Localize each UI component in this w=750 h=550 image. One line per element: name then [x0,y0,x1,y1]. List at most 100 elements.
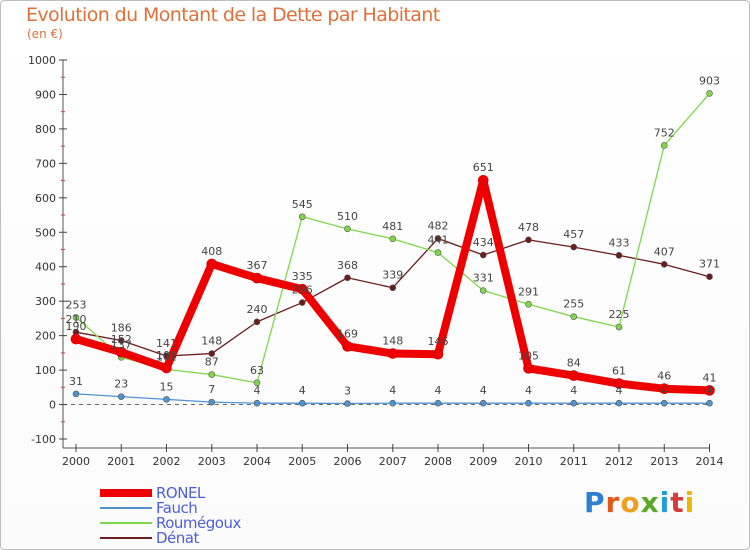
data-label-denat: 186 [111,321,132,334]
data-point-roumegoux [434,249,442,256]
data-point-ronel [432,348,444,360]
data-point-fauch [208,398,216,406]
logo-letter: o [620,486,641,519]
data-label-denat: 434 [473,236,494,249]
data-point-ronel [387,348,399,359]
y-tick-label: 1000 [28,54,56,67]
data-point-ronel [613,378,625,389]
data-label-roumegoux: 137 [111,338,132,351]
data-point-fauch [389,399,397,407]
data-point-denat [208,350,216,357]
data-label-fauch: 4 [389,384,396,397]
data-label-denat: 457 [563,228,584,241]
data-label-ronel: 335 [292,270,313,283]
y-tick-label: 500 [35,226,56,239]
data-label-roumegoux: 331 [473,272,494,285]
x-tick-label: 2012 [605,455,633,468]
legend-label-fauch: Fauch [156,499,198,517]
data-point-ronel [115,346,127,358]
data-point-denat [570,243,578,251]
data-label-ronel: 84 [567,357,581,370]
legend-swatch-roumegoux [100,522,152,524]
y-tick-label: 900 [35,88,56,101]
data-point-denat [298,299,306,306]
x-tick-label: 2013 [650,455,678,468]
x-tick-label: 2009 [469,455,497,468]
data-point-roumegoux [525,300,532,308]
data-label-fauch: 3 [344,385,351,398]
legend-label-denat: Dénat [156,529,199,547]
data-label-ronel: 41 [703,371,717,384]
data-point-ronel [206,258,218,270]
x-tick-label: 2002 [153,455,181,468]
data-point-fauch [163,396,170,403]
data-point-denat [117,337,125,344]
x-tick-label: 2006 [334,455,362,468]
x-tick-label: 2010 [515,455,543,468]
data-point-denat [389,284,397,292]
data-label-denat: 482 [428,219,449,232]
legend-swatch-fauch [100,507,152,509]
data-point-ronel [477,174,489,186]
data-label-fauch: 4 [570,384,577,397]
data-label-denat: 210 [66,313,87,326]
data-point-fauch [660,399,668,407]
logo-letter: i [684,486,696,519]
data-label-ronel: 408 [201,245,222,258]
data-point-ronel [161,362,172,374]
data-point-roumegoux [298,213,306,221]
data-label-roumegoux: 253 [66,298,87,311]
data-label-fauch: 4 [661,384,668,397]
data-point-ronel [523,363,534,374]
data-point-ronel [658,383,670,394]
x-tick-label: 2014 [696,455,724,468]
x-tick-label: 2003 [198,455,226,468]
y-tick-label: 200 [35,330,56,343]
data-label-fauch: 4 [525,384,532,397]
data-label-ronel: 152 [111,333,132,346]
data-point-fauch [298,399,306,407]
data-label-ronel: 169 [337,327,358,340]
data-point-fauch [525,399,532,407]
data-label-ronel: 61 [612,365,626,378]
data-point-ronel [70,333,82,345]
data-label-denat: 240 [247,303,268,316]
data-point-fauch [434,399,442,407]
data-label-denat: 339 [382,269,403,282]
data-label-roumegoux: 87 [205,356,219,369]
logo-letter: P [584,486,606,519]
data-point-ronel [704,385,715,396]
data-point-denat [479,251,487,259]
x-tick-label: 2008 [424,455,452,468]
data-label-denat: 296 [292,284,313,297]
data-label-ronel: 146 [428,335,449,348]
data-point-denat [434,235,442,242]
data-label-roumegoux: 510 [337,210,358,223]
logo-letter: r [605,486,621,519]
data-label-denat: 141 [156,337,177,350]
y-tick-label: 300 [35,295,56,308]
data-label-fauch: 4 [616,384,623,397]
data-label-roumegoux: 481 [382,220,403,233]
data-point-denat [706,273,713,281]
x-tick-label: 2004 [243,455,271,468]
chart-subtitle: (en €) [27,27,63,41]
logo-letter: i [659,486,671,519]
data-point-roumegoux [389,235,397,243]
legend-swatch-ronel [100,489,152,497]
chart-title: Evolution du Montant de la Dette par Hab… [26,4,440,26]
data-point-ronel [251,272,263,284]
data-label-roumegoux: 752 [654,126,675,139]
x-tick-label: 2007 [379,455,407,468]
data-label-roumegoux: 63 [250,364,264,377]
data-point-fauch [615,399,623,407]
data-point-fauch [706,399,713,407]
data-label-ronel: 651 [473,161,494,174]
data-label-denat: 148 [201,335,222,348]
data-label-roumegoux: 255 [563,298,584,311]
data-point-fauch [72,390,80,398]
data-point-roumegoux [479,287,487,294]
data-point-fauch [344,400,351,407]
data-point-fauch [117,393,125,400]
